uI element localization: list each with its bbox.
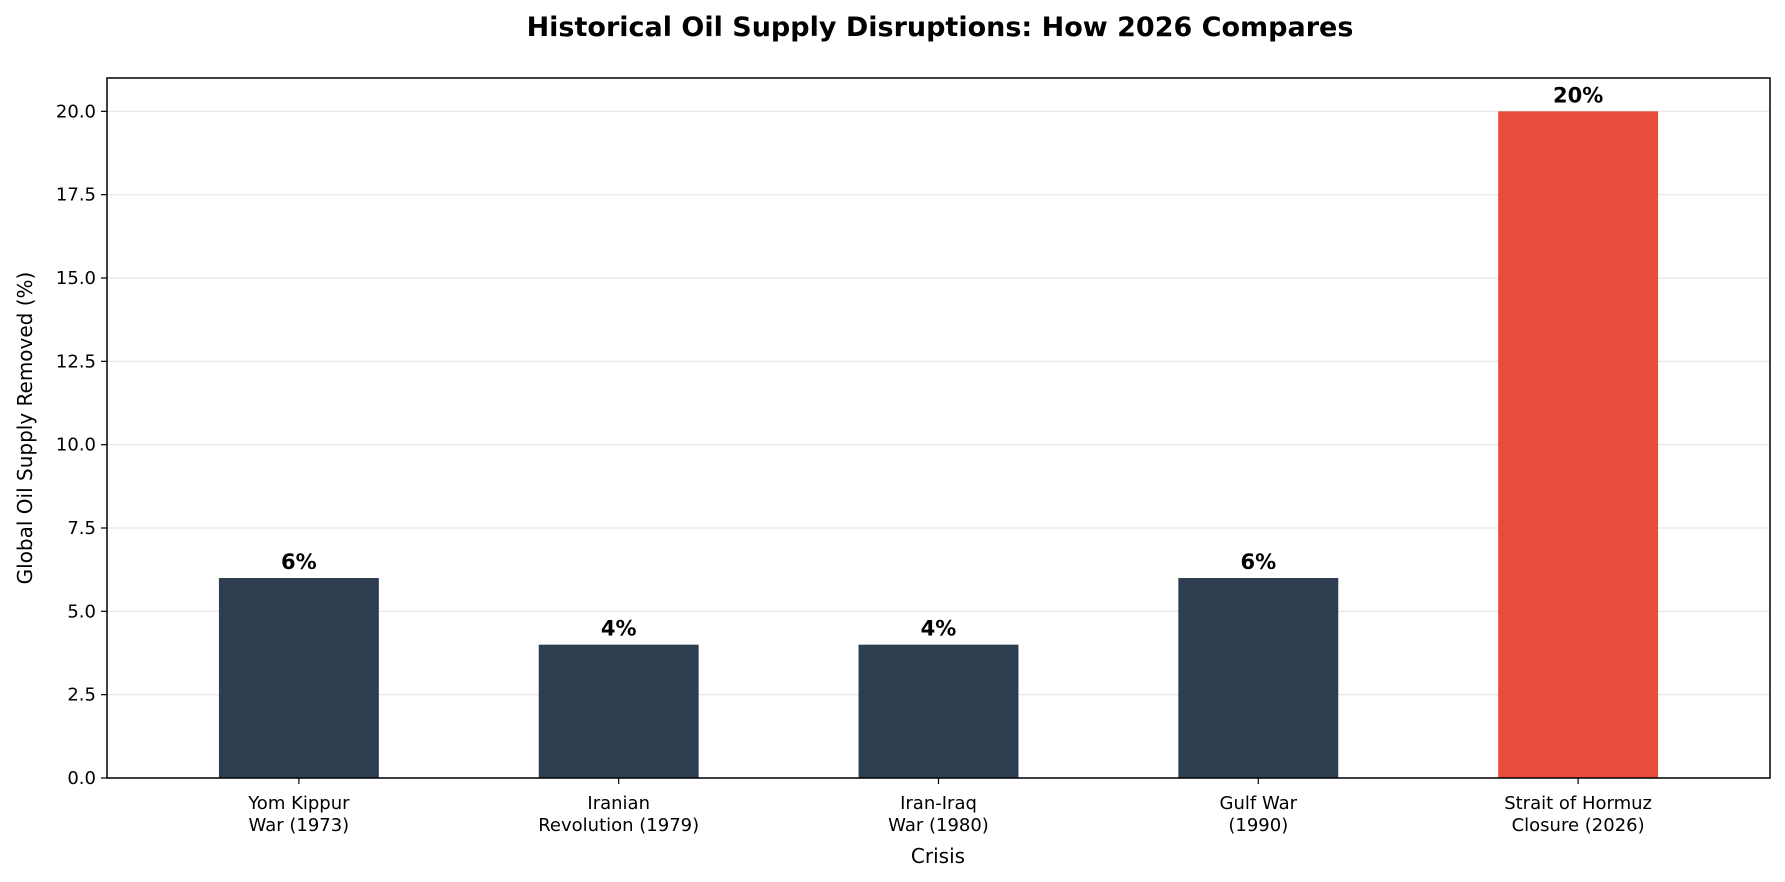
y-axis-ticks: 0.0 2.5 5.0 7.5 10.0 12.5 15.0 17.5 20.0 [56,101,107,789]
y-tick-label: 17.5 [56,185,96,206]
y-axis-label: Global Oil Supply Removed (%) [13,272,37,585]
x-tick-label: Iranian [587,793,650,814]
chart-title: Historical Oil Supply Disruptions: How 2… [527,12,1354,43]
grid [107,110,1770,779]
bar [218,578,379,778]
x-tick-label: War (1980) [888,815,989,836]
x-tick-label: (1990) [1228,815,1288,836]
x-tick-label: Revolution (1979) [538,815,699,836]
bar-value-label: 6% [281,550,317,574]
y-tick-label: 20.0 [56,101,96,122]
bar-value-label: 4% [601,617,637,641]
bar-value-label: 6% [1240,550,1276,574]
x-tick-label: Yom Kippur [247,793,350,814]
x-tick-label: Gulf War [1220,793,1298,814]
bar [1498,111,1659,779]
data-labels: 6% 4% 4% 6% 20% [281,83,1603,640]
bar-value-label: 20% [1553,83,1603,107]
y-tick-label: 2.5 [67,685,96,706]
x-tick-label: War (1973) [249,815,350,836]
y-tick-label: 15.0 [56,268,96,289]
x-tick-label: Iran-Iraq [900,793,977,814]
y-tick-label: 5.0 [67,601,96,622]
y-tick-label: 10.0 [56,435,96,456]
bar [538,644,699,778]
bars [218,111,1659,779]
bar [858,644,1019,778]
y-tick-label: 7.5 [67,518,96,539]
x-tick-label: Strait of Hormuz [1504,793,1652,814]
y-tick-label: 0.0 [67,768,96,789]
x-tick-label: Closure (2026) [1512,815,1645,836]
y-tick-label: 12.5 [56,351,96,372]
bar-value-label: 4% [921,617,957,641]
x-axis-label: Crisis [911,844,965,868]
bar [1178,578,1339,778]
